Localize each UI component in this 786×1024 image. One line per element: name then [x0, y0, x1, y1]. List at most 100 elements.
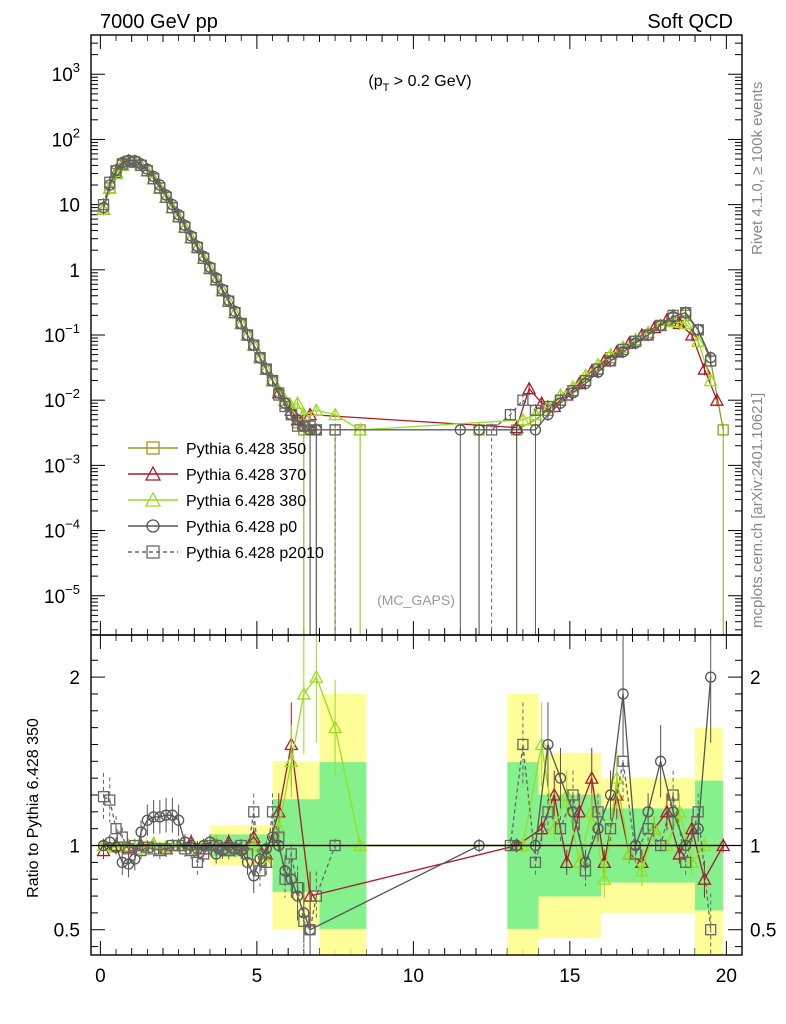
- data-point: [160, 809, 172, 821]
- data-point: [542, 806, 554, 818]
- data-point: [684, 821, 700, 835]
- data-point: [104, 794, 116, 806]
- data-point: [154, 811, 166, 823]
- data-point: [97, 791, 110, 803]
- legend: Pythia 6.428 350 Pythia 6.428 370 Pythia 6…: [128, 441, 324, 562]
- main-panel: (pT > 0.2 GeV) (MC_GAPS) 10310210110−110…: [44, 34, 743, 955]
- data-point: [554, 772, 567, 784]
- data-point: [179, 836, 191, 848]
- data-point: [97, 198, 110, 211]
- data-point: [579, 865, 592, 877]
- y-tick-label: 103: [52, 60, 80, 86]
- data-point: [223, 295, 235, 307]
- data-point: [198, 252, 210, 264]
- data-point: [572, 855, 587, 869]
- data-point: [129, 853, 141, 865]
- y-tick-label: 10−1: [44, 321, 80, 347]
- data-point: [604, 823, 617, 835]
- data-point: [554, 394, 567, 406]
- data-point: [266, 831, 279, 843]
- legend-entry: Pythia 6.428 370: [128, 465, 306, 484]
- ratio-y-tick-labels: 0.5 0.5 1 1 2 2: [54, 668, 777, 942]
- ratio-series-4: [97, 702, 717, 955]
- data-point: [291, 881, 304, 894]
- data-point: [310, 424, 322, 436]
- data-point: [271, 821, 286, 835]
- data-point: [547, 821, 562, 835]
- data-point: [584, 770, 599, 784]
- data-point: [296, 407, 311, 421]
- data-point: [266, 806, 279, 818]
- side-label-bottom: mcplots.cern.ch [arXiv:2401.10621]: [749, 393, 766, 628]
- data-point: [542, 400, 554, 413]
- data-point: [135, 826, 147, 838]
- data-point: [296, 686, 311, 700]
- data-point: [684, 855, 700, 869]
- data-point: [304, 420, 316, 432]
- data-point: [116, 856, 128, 869]
- data-point: [697, 871, 712, 885]
- data-point: [172, 211, 185, 223]
- data-point: [709, 392, 725, 406]
- data-point: [204, 262, 216, 275]
- y-tick-label: 10−3: [44, 451, 80, 477]
- data-point: [179, 843, 191, 855]
- data-point: [559, 787, 574, 801]
- data-point: [604, 789, 617, 801]
- data-point: [141, 841, 153, 853]
- data-point: [515, 412, 531, 426]
- data-point: [597, 871, 612, 885]
- ratio-y-tick-label-right: 0.5: [750, 921, 776, 942]
- data-point: [634, 863, 649, 877]
- data-point: [248, 339, 260, 351]
- data-point: [146, 441, 160, 455]
- y-tick-label: 10−5: [44, 582, 80, 608]
- y-tick-label: 102: [52, 125, 80, 151]
- legend-entry: Pythia 6.428 380: [128, 491, 306, 510]
- data-point: [198, 848, 210, 860]
- data-point: [160, 191, 172, 203]
- x-tick-labels: 0 5 10 15 20: [95, 966, 737, 987]
- data-point: [284, 753, 299, 767]
- data-point: [310, 890, 322, 902]
- data-point: [654, 755, 667, 767]
- data-point: [511, 424, 523, 436]
- ratio-y-tick-label: 1: [69, 837, 80, 858]
- x-tick-label: 15: [559, 966, 580, 987]
- x-tick-label: 5: [252, 966, 263, 987]
- data-point: [329, 424, 341, 436]
- x-tick-label: 20: [716, 966, 737, 987]
- side-label-top: Rivet 4.1.0, ≥ 100k events: [749, 82, 766, 255]
- data-point: [229, 307, 241, 319]
- data-point: [672, 804, 687, 818]
- data-point: [642, 329, 654, 341]
- data-point: [146, 519, 160, 533]
- data-point: [285, 848, 297, 860]
- data-point: [241, 848, 254, 860]
- data-point: [115, 158, 130, 172]
- data-point: [185, 232, 197, 244]
- data-point: [522, 381, 537, 395]
- legend-label: Pythia 6.428 p0: [186, 519, 297, 536]
- data-point: [266, 374, 279, 387]
- data-point: [279, 873, 291, 885]
- data-point: [104, 176, 116, 188]
- data-point: [191, 856, 204, 869]
- ratio-y-tick-label: 2: [69, 668, 80, 689]
- data-point: [529, 404, 542, 416]
- series-line: [102, 160, 712, 431]
- data-point: [179, 221, 191, 233]
- data-point: [147, 811, 160, 823]
- data-point: [309, 669, 324, 683]
- y-tick-label: 10−2: [44, 386, 80, 412]
- data-point: [191, 241, 204, 254]
- data-point: [273, 831, 285, 843]
- data-point: [260, 363, 272, 375]
- data-point: [680, 307, 692, 319]
- ratio-series-group: [91, 635, 742, 955]
- data-point: [298, 420, 310, 432]
- data-point: [542, 738, 554, 751]
- data-point: [110, 165, 122, 177]
- data-point: [680, 856, 692, 869]
